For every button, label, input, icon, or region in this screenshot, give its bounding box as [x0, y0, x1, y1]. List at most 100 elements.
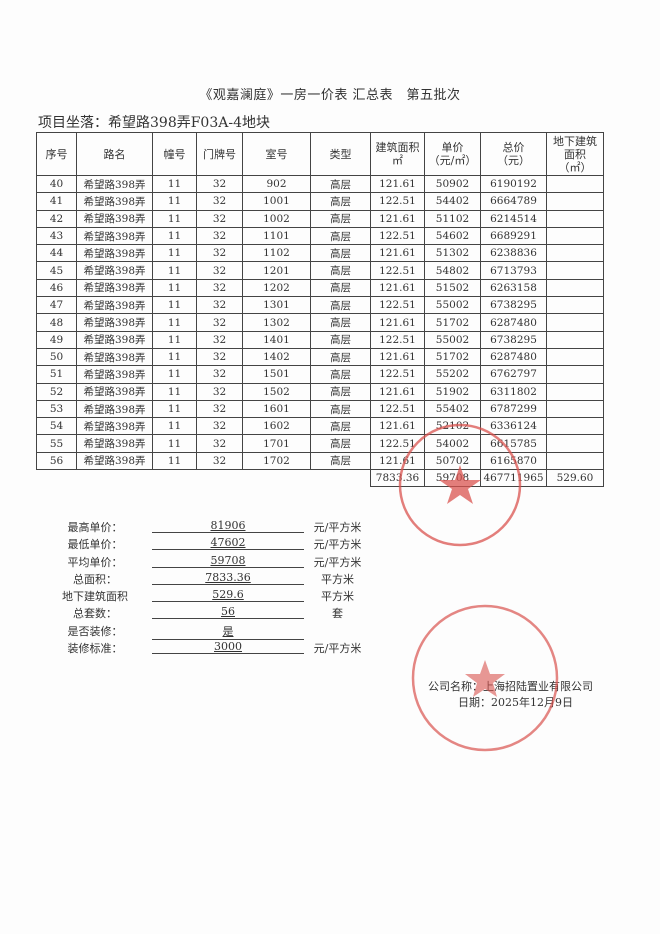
table-cell: 高层 — [310, 209, 371, 228]
summary-label: 装修标准： — [67, 642, 123, 656]
table-cell: 51302 — [424, 244, 481, 263]
table-row: 42 希望路398弄 11 32 1002 高层 121.61 51102 6214514 — [36, 209, 604, 228]
table-cell: 51 — [36, 365, 77, 384]
total-cell — [243, 470, 311, 487]
table-cell: 11 — [152, 347, 197, 367]
table-cell: 高层 — [310, 174, 371, 194]
table-cell: 11 — [152, 451, 197, 471]
table-cell: 11 — [152, 296, 197, 315]
summary-unit: 平方米 — [321, 590, 354, 604]
table-cell: 32 — [196, 192, 243, 211]
table-row: 48 希望路398弄 11 32 1302 高层 121.61 51702 6287480 — [36, 313, 604, 332]
table-cell: 122.51 — [370, 365, 425, 384]
table-row: 50 希望路398弄 11 32 1402 高层 121.61 51702 6287480 — [36, 347, 604, 367]
table-cell: 11 — [152, 365, 197, 384]
table-cell: 希望路398弄 — [76, 296, 153, 315]
table-row: 52 希望路398弄 11 32 1502 高层 121.61 51902 6311802 — [36, 382, 604, 401]
table-cell — [546, 244, 604, 263]
table-cell: 54802 — [424, 261, 481, 280]
table-cell: 1002 — [242, 209, 311, 228]
table-cell: 46 — [36, 278, 77, 298]
table-cell: 高层 — [310, 278, 371, 298]
table-cell: 51102 — [424, 209, 481, 228]
table-cell: 希望路398弄 — [76, 382, 153, 401]
contract-seal-stamp — [411, 604, 559, 752]
table-row: 51 希望路398弄 11 32 1501 高层 122.51 55202 6762797 — [36, 365, 604, 384]
table-cell: 希望路398弄 — [76, 399, 153, 419]
table-cell: 121.61 — [370, 174, 425, 194]
table-cell: 1501 — [242, 365, 311, 384]
table-cell — [546, 278, 604, 298]
table-cell — [546, 313, 604, 332]
table-cell: 1601 — [242, 399, 311, 419]
summary-value: 59708 — [152, 554, 304, 568]
table-cell: 高层 — [310, 296, 371, 315]
summary-unit: 套 — [332, 607, 343, 621]
summary-label: 地下建筑面积 — [62, 590, 128, 604]
table-cell: 32 — [196, 365, 243, 384]
table-cell: 32 — [196, 226, 243, 246]
table-cell: 51702 — [424, 313, 481, 332]
table-cell: 32 — [196, 174, 243, 194]
table-cell: 32 — [196, 451, 243, 471]
table-cell: 6762797 — [480, 365, 547, 384]
table-cell: 54602 — [424, 226, 481, 246]
column-header: 地下建筑 面积 （㎡） — [546, 132, 604, 176]
project-location: 项目坐落：希望路398弄F03A-4地块 — [38, 115, 270, 131]
table-cell: 11 — [152, 209, 197, 228]
table-cell: 11 — [152, 174, 197, 194]
summary-value: 529.6 — [152, 588, 304, 603]
table-cell: 122.51 — [370, 192, 425, 211]
table-cell: 121.61 — [370, 209, 425, 228]
column-header: 单价 （元/㎡） — [424, 132, 481, 176]
table-row: 45 希望路398弄 11 32 1201 高层 122.51 54802 6713793 — [36, 261, 604, 280]
table-cell: 121.61 — [370, 244, 425, 263]
total-cell — [153, 470, 197, 487]
table-cell: 高层 — [310, 451, 371, 471]
document-title: 《观嘉澜庭》一房一价表 汇总表 第五批次 — [199, 88, 461, 103]
table-cell: 11 — [152, 399, 197, 419]
date: 日期：2025年12月9日 — [458, 696, 573, 709]
total-cell — [311, 470, 371, 487]
table-cell: 11 — [152, 226, 197, 246]
table-cell: 32 — [196, 209, 243, 228]
table-row: 41 希望路398弄 11 32 1001 高层 122.51 54402 6664789 — [36, 192, 604, 211]
total-cell: 7833.36 — [370, 469, 425, 488]
table-cell: 高层 — [310, 347, 371, 367]
table-cell — [546, 365, 604, 384]
table-cell: 高层 — [310, 434, 371, 453]
table-row: 40 希望路398弄 11 32 902 高层 121.61 50902 6190192 — [36, 174, 604, 194]
table-cell: 32 — [196, 278, 243, 298]
table-cell — [546, 382, 604, 401]
table-row: 47 希望路398弄 11 32 1301 高层 122.51 55002 6738295 — [36, 296, 604, 315]
table-cell: 1502 — [242, 382, 311, 401]
table-cell: 高层 — [310, 226, 371, 246]
table-cell: 52 — [36, 382, 77, 401]
table-cell: 希望路398弄 — [76, 174, 153, 194]
summary-value: 81906 — [152, 519, 304, 533]
table-cell: 11 — [152, 244, 197, 263]
table-cell: 32 — [196, 296, 243, 315]
table-cell: 6664789 — [480, 192, 547, 211]
table-cell: 6738295 — [480, 296, 547, 315]
table-cell: 1201 — [242, 261, 311, 280]
table-cell: 53 — [36, 399, 77, 419]
summary-label: 最高单价： — [67, 521, 123, 534]
table-cell — [546, 192, 604, 211]
company-name: 公司名称：上海招陆置业有限公司 — [428, 680, 593, 693]
table-cell: 6287480 — [480, 313, 547, 332]
table-cell: 1101 — [242, 226, 311, 246]
table-cell: 55202 — [424, 365, 481, 384]
table-cell: 高层 — [310, 382, 371, 401]
table-cell: 121.61 — [370, 451, 425, 471]
summary-value: 3000 — [152, 640, 304, 655]
table-cell: 122.51 — [370, 330, 425, 349]
table-cell — [546, 451, 604, 471]
table-cell: 54402 — [424, 192, 481, 211]
total-cell — [37, 470, 77, 487]
table-cell: 50902 — [424, 174, 481, 194]
table-cell: 55402 — [424, 399, 481, 419]
table-cell — [546, 296, 604, 315]
